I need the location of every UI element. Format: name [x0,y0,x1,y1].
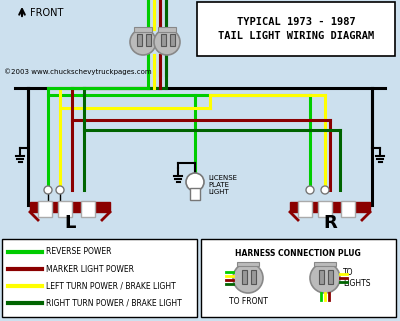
Bar [318,201,332,217]
Circle shape [186,173,204,191]
Bar [170,34,175,46]
Bar [328,270,333,284]
Bar [237,262,259,266]
Bar [161,34,166,46]
Circle shape [233,263,263,293]
Text: TYPICAL 1973 - 1987
TAIL LIGHT WIRING DIAGRAM: TYPICAL 1973 - 1987 TAIL LIGHT WIRING DI… [218,17,374,41]
Bar [190,188,200,200]
Circle shape [44,186,52,194]
Bar [314,262,336,266]
Bar [242,270,247,284]
Bar [158,27,176,32]
Circle shape [321,186,329,194]
FancyBboxPatch shape [201,239,396,317]
FancyBboxPatch shape [2,239,197,317]
Text: L: L [64,214,76,232]
Text: RIGHT TURN POWER / BRAKE LIGHT: RIGHT TURN POWER / BRAKE LIGHT [46,299,182,308]
Text: R: R [323,214,337,232]
Bar [319,270,324,284]
Bar [137,34,142,46]
Bar [146,34,151,46]
Bar [38,201,52,217]
Bar [251,270,256,284]
Bar [298,201,312,217]
Text: FRONT: FRONT [30,8,63,18]
Bar [134,27,152,32]
Bar [81,201,95,217]
Text: REVERSE POWER: REVERSE POWER [46,247,112,256]
Bar [30,202,110,212]
Bar [58,201,72,217]
Circle shape [306,186,314,194]
FancyBboxPatch shape [197,2,395,56]
Text: HARNESS CONNECTION PLUG: HARNESS CONNECTION PLUG [235,249,361,258]
Text: MARKER LIGHT POWER: MARKER LIGHT POWER [46,265,134,273]
Text: TO FRONT: TO FRONT [228,297,268,306]
Text: ©2003 www.chuckschevytruckpages.com: ©2003 www.chuckschevytruckpages.com [4,68,152,75]
Circle shape [56,186,64,194]
Text: LICENSE
PLATE
LIGHT: LICENSE PLATE LIGHT [208,175,237,195]
Text: TO
LIGHTS: TO LIGHTS [343,268,370,288]
Circle shape [130,29,156,55]
Circle shape [154,29,180,55]
Text: LEFT TURN POWER / BRAKE LIGHT: LEFT TURN POWER / BRAKE LIGHT [46,282,176,291]
Circle shape [310,263,340,293]
Bar [341,201,355,217]
Bar [290,202,370,212]
